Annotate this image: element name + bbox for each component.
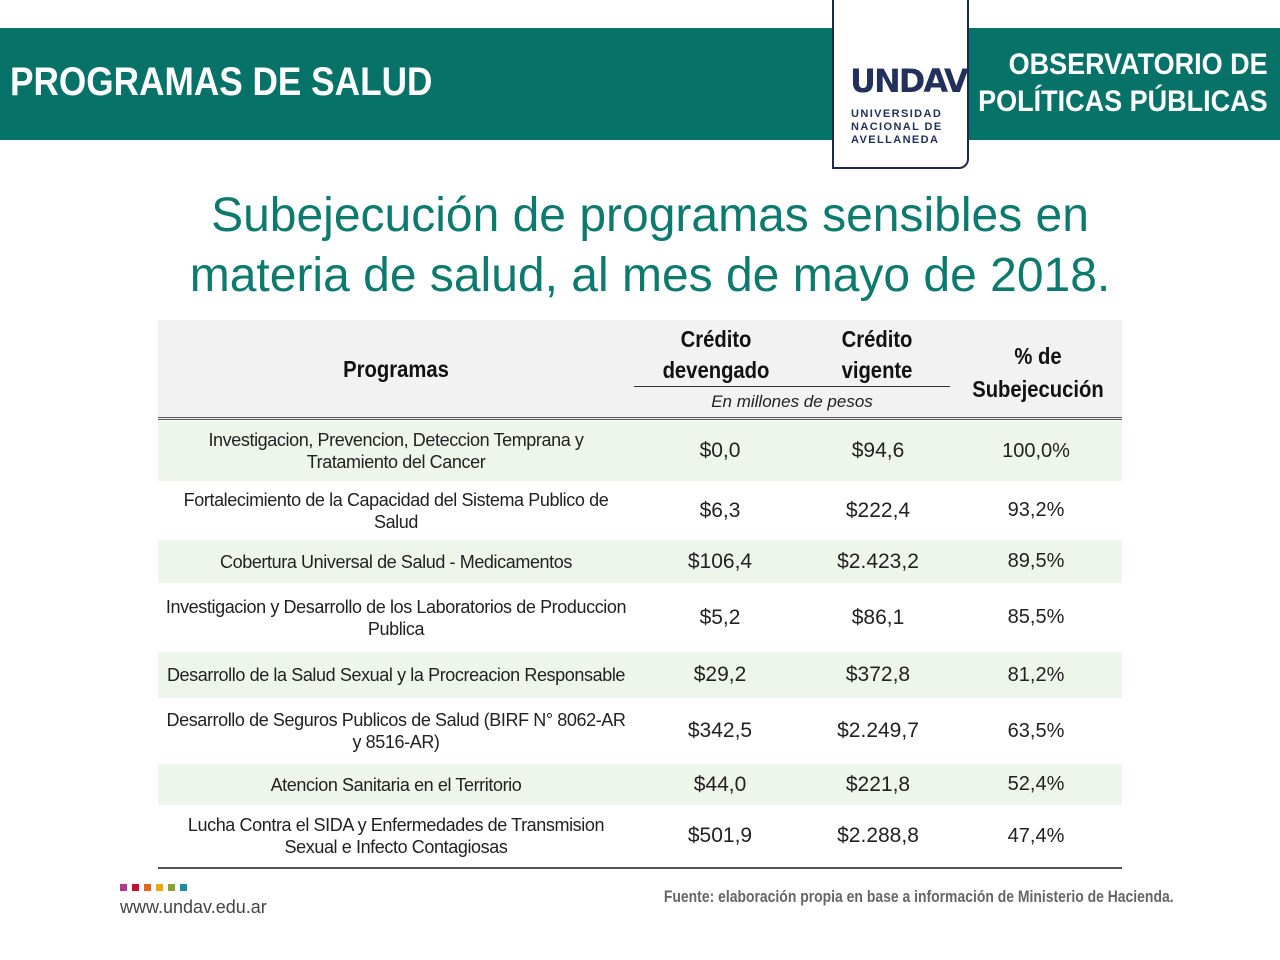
observatory-line-2: POLÍTICAS PÚBLICAS [978, 85, 1268, 118]
units-label: En millones de pesos [711, 392, 873, 411]
units-divider [634, 386, 950, 387]
credito-devengado: $501,9 [687, 824, 753, 847]
subejecucion-pct: 52,4% [1007, 773, 1065, 795]
program-name: Investigacion y Desarrollo de los Labora… [165, 596, 627, 639]
col-label: Subejecución [972, 376, 1104, 402]
credito-vigente: $86,1 [851, 605, 905, 629]
credito-devengado: $44,0 [693, 772, 747, 796]
color-square [168, 884, 175, 891]
subejecucion-pct: 89,5% [1007, 550, 1065, 572]
logo-line: UNIVERSIDAD [851, 108, 943, 120]
subejecucion-pct: 47,4% [1007, 824, 1065, 847]
subejecucion-pct: 85,5% [1007, 606, 1065, 628]
color-square [120, 884, 127, 891]
credito-vigente: $222,4 [845, 498, 911, 522]
program-name: Fortalecimiento de la Capacidad del Sist… [183, 489, 609, 532]
undav-logo: UNDAV UNIVERSIDAD NACIONAL DE AVELLANEDA [832, 0, 969, 169]
col-label: % de [1014, 343, 1062, 369]
program-name: Lucha Contra el SIDA y Enfermedades de T… [187, 815, 605, 857]
source-note: Fuente: elaboración propia en base a inf… [664, 887, 1174, 906]
programs-table: Programas Crédito devengado Crédito vigent… [158, 320, 1122, 869]
credito-vigente: $221,8 [845, 772, 911, 796]
subejecucion-pct: 100,0% [1002, 439, 1070, 462]
credito-devengado: $342,5 [687, 719, 753, 742]
credito-devengado: $106,4 [687, 549, 753, 573]
logo-line: AVELLANEDA [851, 134, 940, 146]
color-square [132, 884, 139, 891]
subejecucion-pct: 63,5% [1007, 719, 1065, 742]
table-header: Programas Crédito devengado Crédito vigent… [158, 320, 1122, 420]
credito-vigente: $2.288,8 [837, 824, 919, 847]
credito-devengado: $6,3 [699, 498, 741, 522]
program-name: Atencion Sanitaria en el Territorio [270, 774, 522, 795]
table-row: Desarrollo de Seguros Publicos de Salud … [158, 698, 1122, 764]
col-label: devengado [662, 357, 770, 383]
col-label: vigente [841, 357, 913, 383]
color-square [180, 884, 187, 891]
program-name: Desarrollo de la Salud Sexual y la Procr… [166, 665, 626, 685]
table-row: Lucha Contra el SIDA y Enfermedades de T… [158, 805, 1122, 867]
table-row: Investigacion, Prevencion, Deteccion Tem… [158, 421, 1122, 481]
program-name: Investigacion, Prevencion, Deteccion Tem… [208, 430, 584, 472]
table-row: Desarrollo de la Salud Sexual y la Procr… [158, 652, 1122, 698]
logo-mark: UNDAV [850, 62, 969, 100]
credito-vigente: $94,6 [851, 439, 905, 462]
col-subejecucion: % de Subejecución [964, 340, 1112, 406]
table-row: Atencion Sanitaria en el Territorio $44,0… [158, 764, 1122, 805]
program-name: Cobertura Universal de Salud - Medicamen… [220, 551, 572, 572]
table-body: Investigacion, Prevencion, Deteccion Tem… [158, 421, 1122, 869]
credito-vigente: $2.249,7 [837, 719, 919, 742]
table-row: Cobertura Universal de Salud - Medicamen… [158, 540, 1122, 583]
table-row: Fortalecimiento de la Capacidad del Sist… [158, 481, 1122, 540]
slide-title: Subejecución de programas sensibles en ma… [0, 186, 1280, 306]
credito-vigente: $372,8 [845, 663, 911, 686]
website-link[interactable]: www.undav.edu.ar [120, 897, 267, 917]
subejecucion-pct: 93,2% [1007, 499, 1065, 521]
col-programas: Programas [343, 356, 449, 382]
credito-devengado: $5,2 [699, 605, 741, 629]
col-label: Crédito [680, 326, 752, 352]
header-band [0, 28, 1280, 140]
observatory-line-1: OBSERVATORIO DE [1008, 48, 1268, 81]
program-name: Desarrollo de Seguros Publicos de Salud … [166, 710, 626, 752]
logo-text: UNIVERSIDAD NACIONAL DE AVELLANEDA [851, 108, 943, 147]
col-label: Crédito [841, 326, 913, 352]
credito-vigente: $2.423,2 [837, 549, 919, 573]
title-line-1: Subejecución de programas sensibles en [211, 189, 1089, 242]
section-title: PROGRAMAS DE SALUD [10, 60, 433, 104]
col-devengado: Crédito devengado [644, 324, 788, 386]
col-vigente: Crédito vigente [811, 324, 943, 386]
color-square [144, 884, 151, 891]
credito-devengado: $0,0 [699, 439, 741, 462]
title-line-2: materia de salud, al mes de mayo de 2018… [189, 249, 1111, 302]
observatory-title: OBSERVATORIO DE POLÍTICAS PÚBLICAS [978, 46, 1268, 120]
credito-devengado: $29,2 [693, 663, 747, 686]
logo-line: NACIONAL DE [851, 121, 943, 133]
table-row: Investigacion y Desarrollo de los Labora… [158, 583, 1122, 652]
color-square [156, 884, 163, 891]
subejecucion-pct: 81,2% [1007, 663, 1065, 686]
